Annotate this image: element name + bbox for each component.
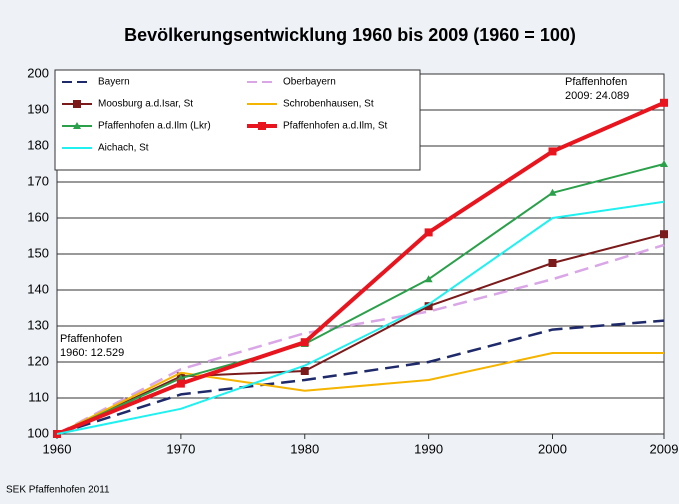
series-line [56,200,665,435]
y-tick-label: 140 [27,281,49,296]
x-tick-label: 2009 [650,441,679,456]
series-line [56,319,665,436]
legend-marker [73,122,81,129]
annotation: Pfaffenhofen [60,333,122,345]
marker [176,379,185,388]
x-tick-label: 1980 [290,441,319,456]
marker [424,228,433,237]
source: SEK Pfaffenhofen 2011 [6,485,110,496]
series-line [56,100,665,436]
x-tick-label: 2000 [538,441,567,456]
legend-box [54,69,421,171]
y-tick-label: 120 [27,353,49,368]
marker [424,302,433,311]
marker [660,160,668,167]
legend-label: Bayern [98,77,130,88]
y-tick-label: 130 [27,317,49,332]
series-line [56,233,665,435]
marker [300,367,309,375]
marker [660,98,668,107]
marker [424,275,433,283]
y-tick-label: 180 [27,137,49,152]
y-tick-label: 160 [27,209,49,224]
marker [548,147,557,156]
series-line [56,352,664,435]
legend-label: Pfaffenhofen a.d.Ilm, St [283,121,388,132]
series-line [56,163,665,435]
y-tick-label: 110 [28,389,49,404]
series-line [56,243,665,436]
legend-label: Aichach, St [98,143,149,154]
legend-marker [258,122,266,130]
legend-label: Schrobenhausen, St [283,99,374,110]
x-tick-label: 1960 [43,441,72,456]
y-tick-label: 100 [27,425,49,440]
x-tick-label: 1970 [166,441,195,456]
marker [548,188,557,196]
x-tick-label: 1990 [414,441,443,456]
annotation: Pfaffenhofen [565,76,627,88]
marker [660,230,668,239]
chart-title: Bevölkerungsentwicklung 1960 bis 2009 (1… [124,25,576,45]
annotation: 1960: 12.529 [60,347,124,359]
legend-label: Moosburg a.d.Isar, St [98,99,193,110]
y-tick-label: 150 [27,245,49,260]
y-tick-label: 190 [27,101,49,116]
marker [300,338,309,347]
y-tick-label: 200 [27,65,49,80]
legend-label: Pfaffenhofen a.d.Ilm (Lkr) [98,121,211,132]
annotation: 2009: 24.089 [565,90,629,102]
marker [548,259,557,267]
marker [176,374,185,382]
y-tick-label: 170 [27,173,49,188]
legend-label: Oberbayern [283,77,336,88]
legend-marker [73,100,81,108]
